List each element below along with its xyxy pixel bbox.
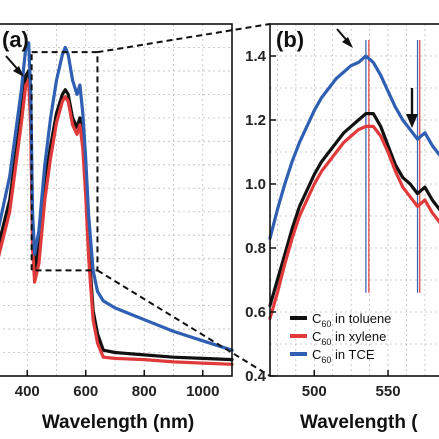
zoom-connector-bottom <box>96 269 271 377</box>
zoom-connector-top <box>97 23 271 54</box>
panel-b-y-tick-label: 0.6 <box>245 304 266 321</box>
panel-a: 400 600 800 1000 (a) Wavelength (nm) <box>0 23 234 433</box>
panel-a-zoom-box <box>30 51 99 272</box>
panel-a-x-tick-label: 600 <box>73 383 98 400</box>
panel-a-arrow-icon <box>5 55 24 77</box>
panel-b-y-tick-label: 1.4 <box>245 48 267 65</box>
panel-b-series-line-2 <box>268 54 439 240</box>
panel-b-x-axis-title: Wavelength ( <box>300 412 418 433</box>
panel-b-y-tick-label: 0.4 <box>245 368 267 385</box>
panel-a-x-tick-label: 1000 <box>186 383 219 400</box>
panel-b-x-tick-label: 500 <box>302 383 327 400</box>
panel-a-series-line-1 <box>0 78 234 366</box>
panel-b-frame <box>269 23 439 377</box>
panel-a-grid <box>0 24 233 376</box>
panel-a-label: (a) <box>2 27 29 52</box>
panel-b-series <box>268 54 439 320</box>
panel-b-x-tick-label: 550 <box>376 383 401 400</box>
panel-b-x-ticks: 500 550 <box>302 370 401 400</box>
panel-b-y-tick-label: 1.0 <box>245 176 266 193</box>
panel-b-y-tick-label: 0.8 <box>245 240 266 257</box>
panel-a-frame <box>0 23 233 377</box>
panel-b-arrow-icon-2 <box>406 88 418 128</box>
panel-b-arrow-icon-1 <box>336 28 353 48</box>
panel-b: 500 550 0.4 0.6 0.8 1.0 1.2 1.4 (b) Wavelength… <box>245 23 439 433</box>
panel-a-x-axis-title: Wavelength (nm) <box>42 412 194 433</box>
legend-label: C60 in TCE <box>312 347 375 365</box>
panel-b-y-tick-label: 1.2 <box>245 112 266 129</box>
panel-a-series <box>0 41 234 366</box>
legend-label: C60 in toluene <box>312 311 391 329</box>
panel-a-x-tick-label: 400 <box>15 383 40 400</box>
panel-a-series-line-0 <box>0 69 234 362</box>
panel-b-y-ticks: 0.4 0.6 0.8 1.0 1.2 1.4 <box>245 48 276 385</box>
panel-b-vertical-markers <box>365 40 421 293</box>
panel-a-x-tick-label: 800 <box>132 383 157 400</box>
panel-a-x-ticks: 400 600 800 1000 <box>15 370 219 400</box>
panel-b-label: (b) <box>276 27 304 52</box>
panel-b-series-line-1 <box>268 124 439 320</box>
legend-label: C60 in xylene <box>312 329 386 347</box>
panel-b-series-line-0 <box>268 112 439 308</box>
panel-a-series-line-2 <box>0 41 234 352</box>
